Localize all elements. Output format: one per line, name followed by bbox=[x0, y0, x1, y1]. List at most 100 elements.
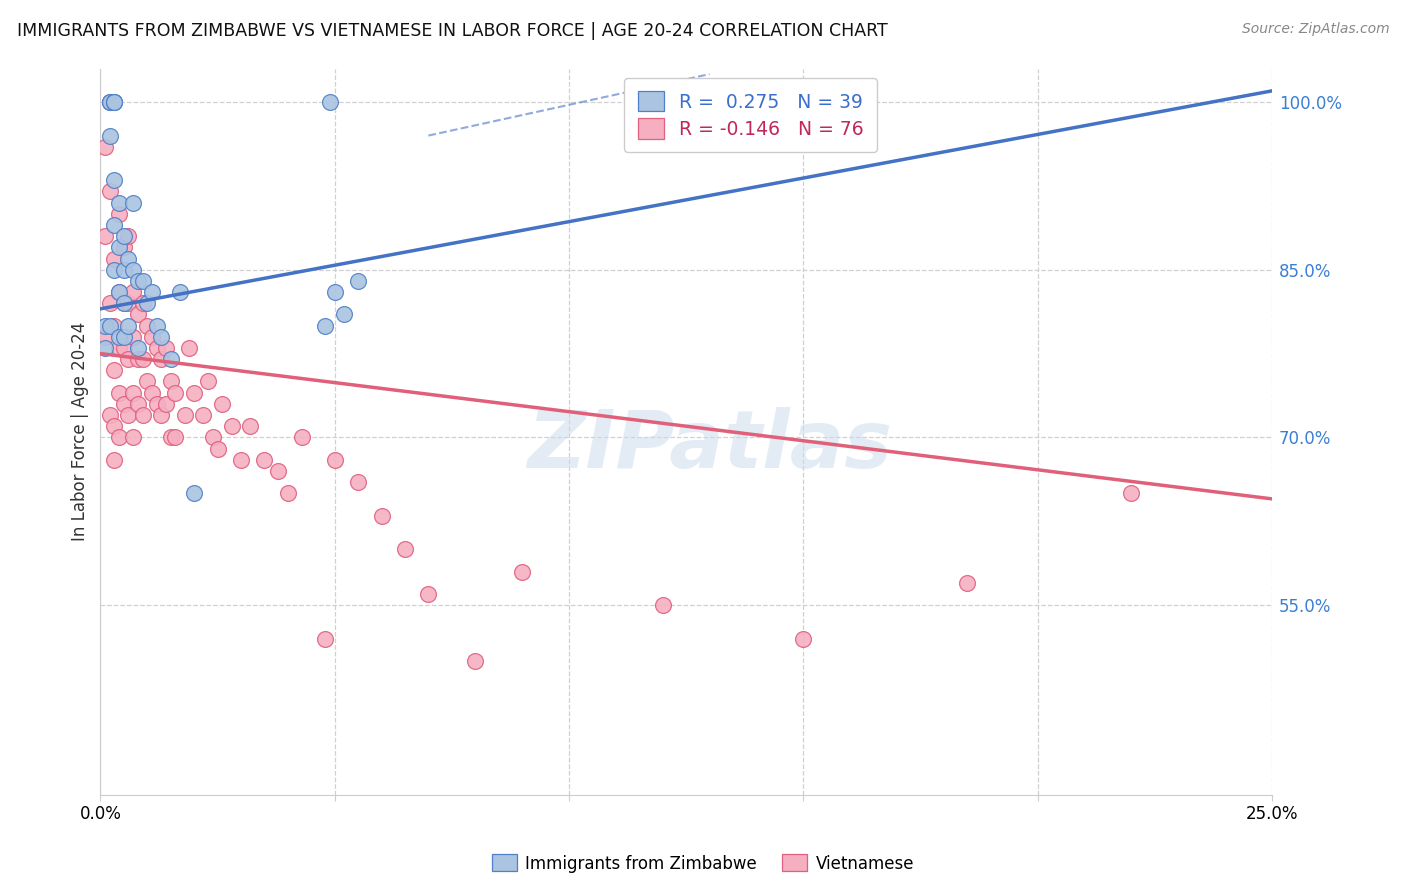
Point bbox=[112, 296, 135, 310]
Text: Source: ZipAtlas.com: Source: ZipAtlas.com bbox=[1241, 22, 1389, 37]
Point bbox=[122, 385, 145, 400]
Point bbox=[145, 318, 167, 333]
Point bbox=[207, 442, 229, 456]
Point bbox=[122, 262, 145, 277]
Point bbox=[112, 330, 135, 344]
Point bbox=[108, 341, 131, 355]
Point bbox=[150, 330, 173, 344]
Point bbox=[122, 430, 145, 444]
Point bbox=[127, 341, 149, 355]
Point bbox=[956, 575, 979, 590]
Point bbox=[347, 274, 370, 288]
Point bbox=[150, 352, 173, 367]
Point bbox=[1121, 486, 1143, 500]
Point bbox=[122, 195, 145, 210]
Point bbox=[98, 185, 121, 199]
Point bbox=[103, 363, 125, 377]
Point bbox=[370, 508, 392, 523]
Point bbox=[112, 262, 135, 277]
Point bbox=[141, 285, 163, 299]
Point bbox=[159, 430, 181, 444]
Point bbox=[108, 430, 131, 444]
Point bbox=[291, 430, 314, 444]
Point bbox=[108, 330, 131, 344]
Point bbox=[131, 408, 153, 422]
Text: IMMIGRANTS FROM ZIMBABWE VS VIETNAMESE IN LABOR FORCE | AGE 20-24 CORRELATION CH: IMMIGRANTS FROM ZIMBABWE VS VIETNAMESE I… bbox=[17, 22, 887, 40]
Point bbox=[136, 375, 159, 389]
Point bbox=[98, 128, 121, 143]
Point bbox=[112, 341, 135, 355]
Point bbox=[183, 486, 205, 500]
Point bbox=[94, 318, 117, 333]
Point bbox=[193, 408, 215, 422]
Point bbox=[103, 262, 125, 277]
Point bbox=[394, 542, 416, 557]
Point bbox=[94, 229, 117, 244]
Point bbox=[98, 95, 121, 109]
Point bbox=[145, 341, 167, 355]
Point bbox=[108, 385, 131, 400]
Point bbox=[131, 296, 153, 310]
Point bbox=[127, 307, 149, 321]
Point bbox=[131, 352, 153, 367]
Point bbox=[98, 95, 121, 109]
Point bbox=[229, 452, 252, 467]
Point bbox=[418, 587, 440, 601]
Point bbox=[122, 330, 145, 344]
Y-axis label: In Labor Force | Age 20-24: In Labor Force | Age 20-24 bbox=[72, 322, 89, 541]
Point bbox=[323, 452, 346, 467]
Point bbox=[155, 397, 177, 411]
Point bbox=[112, 296, 135, 310]
Point bbox=[169, 285, 191, 299]
Point bbox=[323, 285, 346, 299]
Point bbox=[267, 464, 290, 478]
Point bbox=[103, 173, 125, 187]
Point bbox=[127, 352, 149, 367]
Point bbox=[319, 95, 342, 109]
Legend: Immigrants from Zimbabwe, Vietnamese: Immigrants from Zimbabwe, Vietnamese bbox=[485, 847, 921, 880]
Point bbox=[122, 285, 145, 299]
Point bbox=[165, 385, 187, 400]
Point bbox=[103, 95, 125, 109]
Point bbox=[108, 285, 131, 299]
Point bbox=[173, 408, 195, 422]
Point bbox=[117, 252, 139, 266]
Point bbox=[159, 352, 181, 367]
Point bbox=[98, 318, 121, 333]
Point bbox=[103, 419, 125, 434]
Point bbox=[98, 95, 121, 109]
Point bbox=[131, 274, 153, 288]
Point bbox=[98, 296, 121, 310]
Point bbox=[314, 318, 336, 333]
Point bbox=[145, 397, 167, 411]
Point bbox=[197, 375, 219, 389]
Point bbox=[510, 565, 533, 579]
Point bbox=[141, 385, 163, 400]
Point bbox=[464, 654, 486, 668]
Point bbox=[792, 632, 814, 646]
Point bbox=[108, 195, 131, 210]
Point bbox=[136, 296, 159, 310]
Point bbox=[103, 95, 125, 109]
Point bbox=[651, 598, 673, 612]
Point bbox=[127, 397, 149, 411]
Point bbox=[183, 385, 205, 400]
Point bbox=[112, 397, 135, 411]
Point bbox=[127, 274, 149, 288]
Point bbox=[108, 240, 131, 254]
Point bbox=[333, 307, 356, 321]
Point bbox=[117, 296, 139, 310]
Point bbox=[347, 475, 370, 489]
Point bbox=[103, 452, 125, 467]
Point bbox=[150, 408, 173, 422]
Legend: R =  0.275   N = 39, R = -0.146   N = 76: R = 0.275 N = 39, R = -0.146 N = 76 bbox=[624, 78, 876, 152]
Point bbox=[103, 218, 125, 232]
Point bbox=[201, 430, 224, 444]
Point bbox=[179, 341, 201, 355]
Point bbox=[103, 252, 125, 266]
Point bbox=[94, 330, 117, 344]
Point bbox=[108, 285, 131, 299]
Point bbox=[253, 452, 276, 467]
Point bbox=[94, 140, 117, 154]
Point bbox=[117, 408, 139, 422]
